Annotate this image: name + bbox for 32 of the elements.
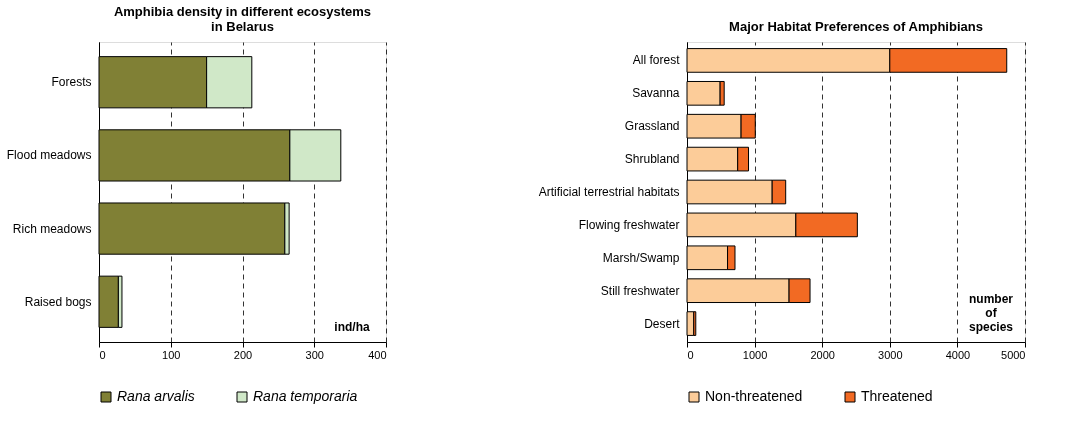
y-tick-label: Marsh/Swamp [602, 250, 680, 265]
x-axis-title: ind/ha [334, 320, 370, 334]
x-tick-label: 5000 [1001, 348, 1026, 361]
y-tick-label: Flood meadows [6, 148, 92, 163]
x-tick-label: 300 [305, 348, 324, 361]
x-tick-label: 0 [687, 348, 694, 361]
y-tick-label: Artificial terrestrial habitats [538, 185, 680, 199]
y-tick-label: Raised bogs [24, 294, 92, 309]
x-tick-label: 1000 [742, 348, 768, 361]
legend-label: Threatened [861, 388, 933, 404]
legend-label: Rana temporaria [253, 388, 358, 404]
chart-title: Amphibia density in different ecosystems in Belarus [113, 4, 372, 34]
y-tick-label: Flowing freshwater [578, 217, 680, 232]
x-tick-label: 0 [99, 348, 106, 361]
x-tick-label: 100 [162, 348, 181, 361]
x-tick-label: 400 [368, 348, 387, 361]
y-tick-label: Desert [644, 316, 681, 331]
y-tick-label: Still freshwater [600, 283, 680, 298]
y-tick-label: Grassland [624, 119, 680, 134]
y-tick-label: Rich meadows [12, 221, 92, 236]
legend-label: Rana arvalis [117, 388, 195, 404]
chart-title: Major Habitat Preferences of Amphibians [729, 19, 983, 34]
x-tick-label: 4000 [945, 348, 971, 361]
x-tick-label: 3000 [878, 348, 903, 361]
legend-label: Non-threatened [705, 388, 803, 404]
y-tick-label: Shrubland [624, 152, 680, 167]
y-tick-label: All forest [632, 53, 681, 68]
x-tick-label: 200 [233, 348, 253, 361]
x-axis-title: number of species [968, 292, 1014, 334]
y-tick-label: Forests [51, 75, 92, 90]
y-tick-label: Savanna [632, 86, 680, 101]
x-tick-label: 2000 [810, 348, 835, 361]
